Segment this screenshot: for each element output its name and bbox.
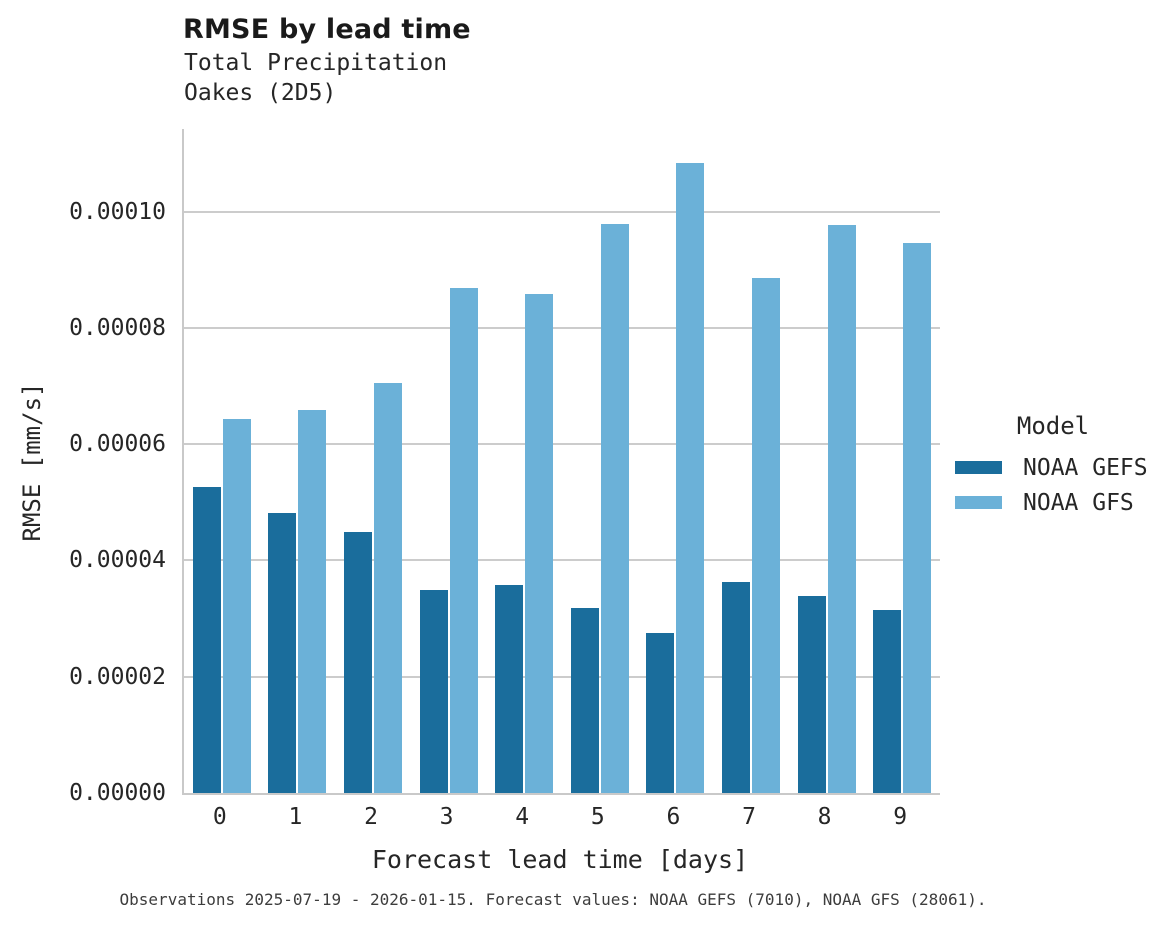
legend-swatch-noaa-gefs bbox=[955, 461, 1002, 474]
y-axis-label: RMSE [mm/s] bbox=[18, 382, 46, 542]
x-tick-0: 0 bbox=[212, 804, 227, 830]
chart-title: RMSE by lead time bbox=[183, 14, 471, 45]
bar-noaa-gfs-day-8 bbox=[827, 224, 856, 793]
x-tick-5: 5 bbox=[590, 804, 605, 830]
x-tick-9: 9 bbox=[893, 804, 908, 830]
x-tick-8: 8 bbox=[817, 804, 832, 830]
bar-noaa-gfs-day-3 bbox=[449, 288, 478, 793]
x-axis-label: Forecast lead time [days] bbox=[371, 845, 749, 874]
x-tick-6: 6 bbox=[666, 804, 681, 830]
y-tick-0.00000: 0.00000 bbox=[69, 780, 166, 806]
bar-noaa-gfs-day-6 bbox=[676, 162, 705, 793]
bar-noaa-gefs-day-6 bbox=[646, 632, 675, 793]
y-tick-0.00004: 0.00004 bbox=[69, 547, 166, 574]
bar-noaa-gfs-day-0 bbox=[222, 418, 251, 793]
x-tick-3: 3 bbox=[439, 804, 454, 830]
bar-noaa-gefs-day-5 bbox=[570, 607, 599, 793]
gridline-0.00010 bbox=[184, 210, 940, 213]
legend-title: Model bbox=[1016, 412, 1090, 440]
legend: Model NOAA GEFS NOAA GFS bbox=[955, 412, 1155, 520]
bar-noaa-gefs-day-9 bbox=[873, 610, 902, 793]
bar-noaa-gfs-day-9 bbox=[903, 242, 932, 793]
gridline-0.00008 bbox=[184, 326, 940, 329]
legend-label-noaa-gefs: NOAA GEFS bbox=[1023, 454, 1148, 481]
gridline-0.00002 bbox=[184, 675, 940, 678]
legend-label-noaa-gfs: NOAA GFS bbox=[1023, 489, 1134, 516]
bar-noaa-gfs-day-1 bbox=[298, 409, 327, 793]
y-tick-0.00010: 0.00010 bbox=[69, 198, 166, 225]
chart-subtitle-station: Oakes (2D5) bbox=[184, 80, 337, 106]
chart-subtitle-variable: Total Precipitation bbox=[184, 50, 448, 76]
gridline-0.00006 bbox=[184, 443, 940, 446]
bar-noaa-gefs-day-8 bbox=[797, 595, 826, 793]
bar-noaa-gefs-day-1 bbox=[268, 513, 297, 793]
bar-noaa-gfs-day-2 bbox=[374, 382, 402, 793]
bar-noaa-gfs-day-7 bbox=[752, 278, 780, 793]
gridline-0.00004 bbox=[184, 559, 940, 562]
plot-area bbox=[182, 129, 940, 795]
bar-noaa-gfs-day-5 bbox=[600, 224, 629, 793]
bar-noaa-gefs-day-4 bbox=[495, 584, 524, 793]
legend-item-noaa-gefs: NOAA GEFS bbox=[955, 450, 1155, 485]
legend-swatch-noaa-gfs bbox=[955, 496, 1002, 509]
bar-noaa-gfs-day-4 bbox=[525, 293, 554, 793]
y-tick-0.00006: 0.00006 bbox=[69, 431, 166, 458]
caption: Observations 2025-07-19 - 2026-01-15. Fo… bbox=[119, 890, 987, 909]
y-tick-0.00008: 0.00008 bbox=[69, 314, 166, 341]
bar-noaa-gefs-day-2 bbox=[344, 531, 372, 793]
x-tick-1: 1 bbox=[288, 804, 303, 830]
x-tick-7: 7 bbox=[742, 804, 756, 830]
x-tick-4: 4 bbox=[515, 804, 530, 830]
y-tick-0.00002: 0.00002 bbox=[69, 663, 166, 690]
bar-noaa-gefs-day-3 bbox=[419, 589, 448, 793]
bar-noaa-gefs-day-7 bbox=[722, 581, 750, 793]
bar-noaa-gefs-day-0 bbox=[192, 486, 221, 793]
legend-item-noaa-gfs: NOAA GFS bbox=[955, 485, 1155, 520]
x-tick-2: 2 bbox=[364, 804, 378, 830]
